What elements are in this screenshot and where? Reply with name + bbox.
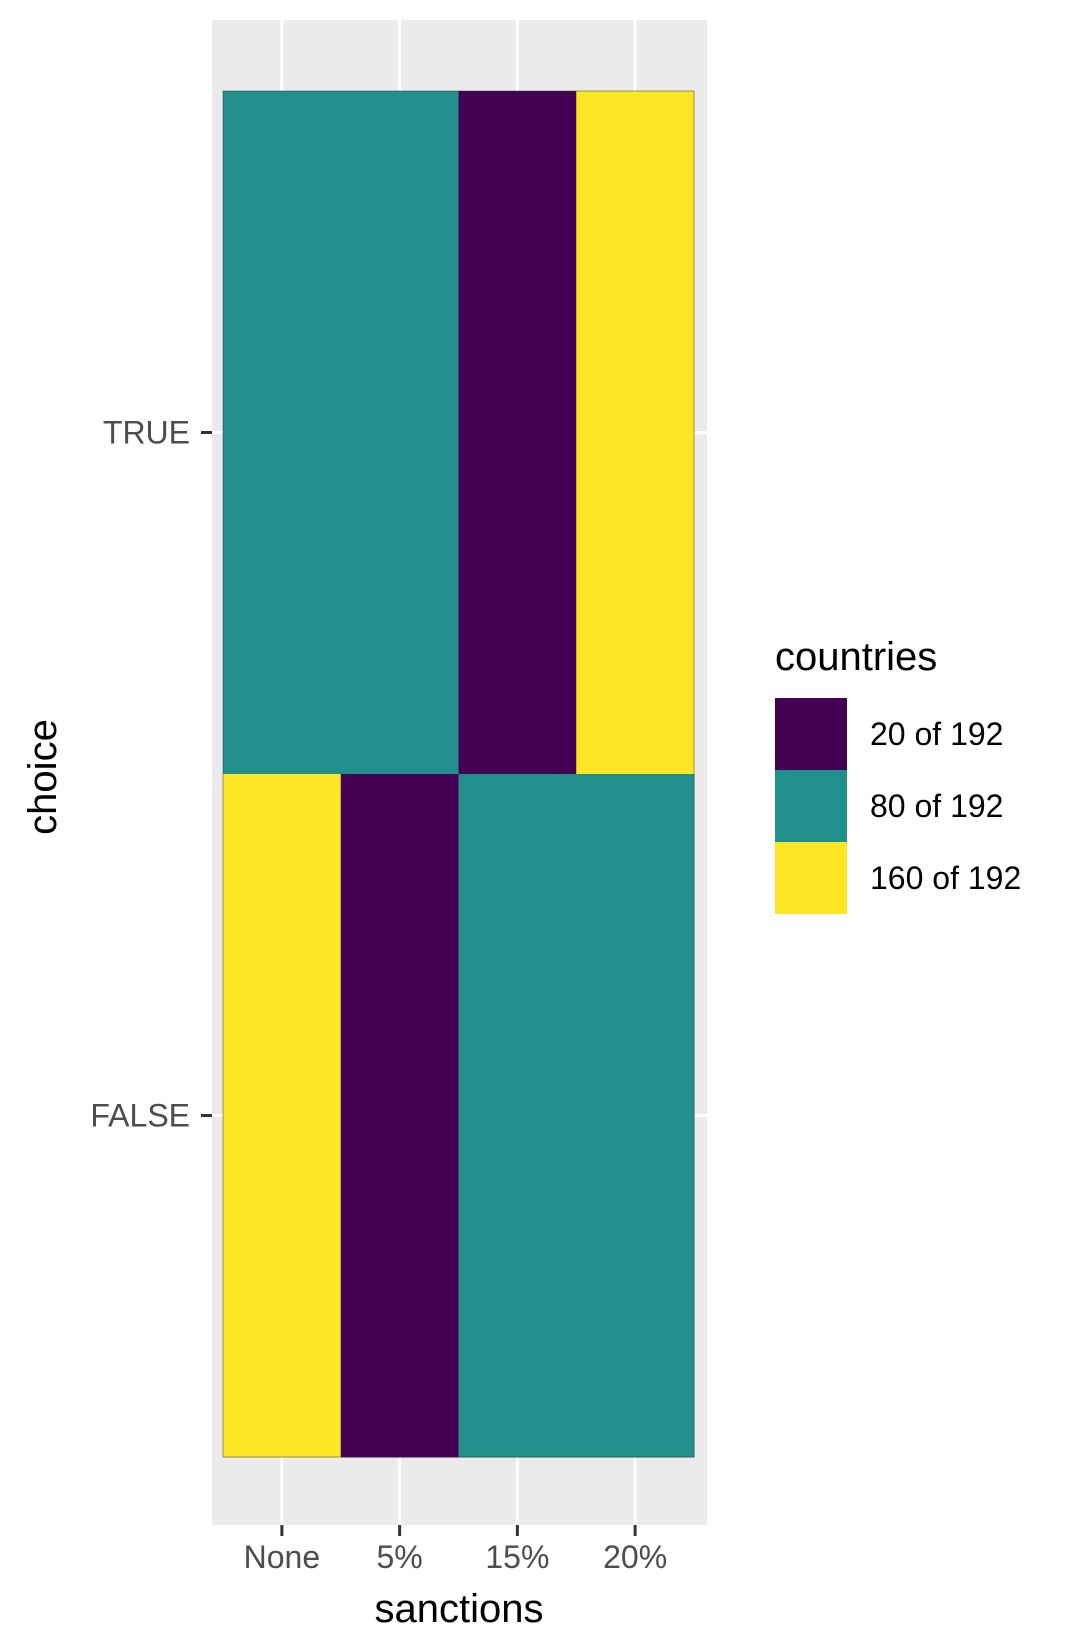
x-tick-label: 15%: [485, 1539, 549, 1575]
heatmap-cell: [458, 91, 577, 775]
legend-title: countries: [775, 635, 937, 679]
legend-label: 20 of 192: [870, 716, 1003, 752]
legend: countries 20 of 192 80 of 192 160 of 192: [775, 635, 1021, 914]
x-axis: None 5% 15% 20%: [244, 1525, 667, 1575]
heatmap-cells: [222, 90, 695, 1458]
legend-key: [775, 770, 847, 842]
x-tick-label: 20%: [603, 1539, 667, 1575]
heatmap-cell: [340, 774, 459, 1458]
heatmap-cell: [576, 774, 695, 1458]
heatmap-cell: [458, 774, 577, 1458]
x-tick-label: None: [244, 1539, 321, 1575]
legend-key: [775, 842, 847, 914]
heatmap-cell: [340, 91, 459, 775]
y-axis-title: choice: [21, 719, 65, 835]
legend-label: 160 of 192: [870, 860, 1021, 896]
legend-label: 80 of 192: [870, 788, 1003, 824]
heatmap-cell: [576, 91, 695, 775]
y-tick-label: FALSE: [90, 1098, 190, 1134]
y-axis: TRUE FALSE: [90, 415, 212, 1134]
heatmap-cell: [223, 774, 342, 1458]
y-tick-label: TRUE: [103, 415, 190, 451]
x-axis-title: sanctions: [375, 1587, 544, 1631]
cells-outline: [222, 90, 695, 1458]
x-tick-label: 5%: [377, 1539, 423, 1575]
legend-key: [775, 698, 847, 770]
heatmap-cell: [223, 91, 342, 775]
